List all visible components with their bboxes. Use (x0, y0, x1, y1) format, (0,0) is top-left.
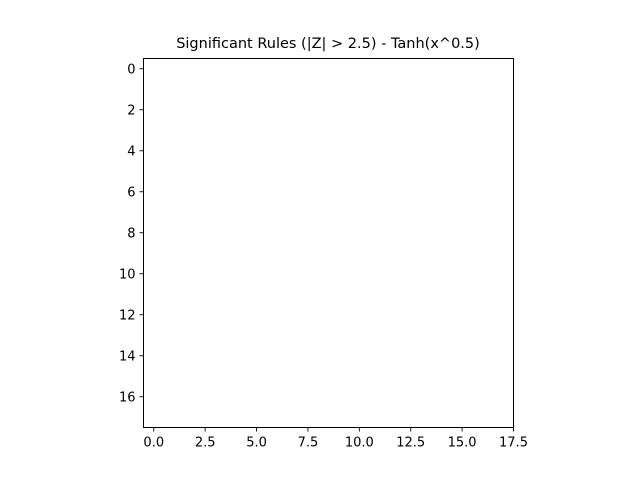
y-tick-label: 8 (127, 226, 135, 241)
plot-area (143, 58, 514, 428)
x-tick-label: 7.5 (298, 436, 319, 451)
y-tick-label: 2 (127, 103, 135, 118)
y-axis: 0 2 4 6 8 10 12 14 16 (119, 62, 144, 405)
x-tick-label: 15.0 (448, 436, 477, 451)
x-tick-label: 0.0 (143, 436, 164, 451)
x-tick-label: 5.0 (246, 436, 267, 451)
y-tick-label: 6 (127, 185, 135, 200)
x-tick-label: 12.5 (396, 436, 425, 451)
x-axis: 0.0 2.5 5.0 7.5 10.0 12.5 15.0 17.5 (143, 427, 528, 451)
chart-title: Significant Rules (|Z| > 2.5) - Tanh(x^0… (176, 36, 480, 52)
x-tick-label: 2.5 (195, 436, 216, 451)
y-tick-label: 0 (127, 62, 135, 77)
y-tick-label: 12 (119, 308, 136, 323)
y-tick-label: 14 (119, 349, 136, 364)
x-tick-label: 17.5 (499, 436, 528, 451)
y-tick-label: 16 (119, 390, 136, 405)
y-tick-label: 10 (119, 267, 136, 282)
y-tick-label: 4 (127, 144, 135, 159)
x-tick-label: 10.0 (345, 436, 374, 451)
